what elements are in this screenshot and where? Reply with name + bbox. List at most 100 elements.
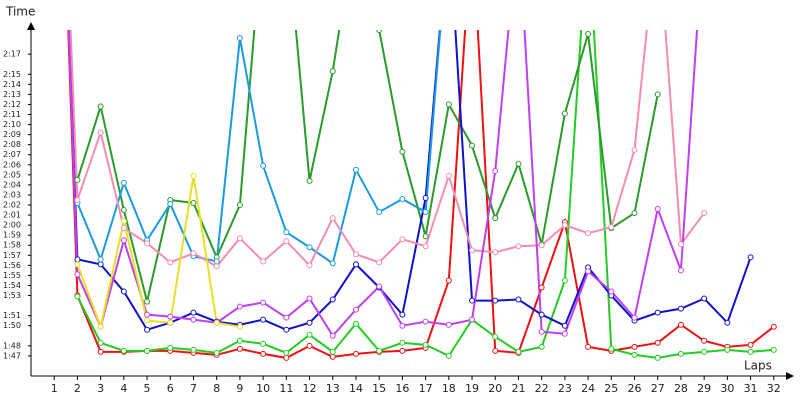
data-point — [445, 101, 452, 108]
data-point — [376, 259, 383, 266]
data-point — [747, 341, 754, 348]
y-tick-label: 1:48 — [3, 341, 21, 350]
data-point — [120, 179, 127, 186]
data-point — [608, 345, 615, 352]
data-point — [538, 311, 545, 318]
data-point — [352, 306, 359, 313]
data-point — [306, 342, 313, 349]
y-tick-label: 1:51 — [3, 311, 21, 320]
data-point — [399, 311, 406, 318]
y-axis-label: Time — [5, 5, 35, 19]
data-point — [376, 209, 383, 216]
y-tick-label: 2:13 — [3, 90, 21, 99]
data-point — [585, 268, 592, 275]
data-point — [120, 207, 127, 214]
y-tick-label: 2:01 — [3, 211, 21, 220]
data-point — [399, 322, 406, 329]
data-point — [283, 314, 290, 321]
data-point — [747, 348, 754, 355]
data-point — [654, 339, 661, 346]
data-point — [469, 297, 476, 304]
x-tick-label: 29 — [697, 382, 711, 395]
data-point — [631, 343, 638, 350]
data-point — [770, 323, 777, 330]
data-point — [352, 166, 359, 173]
data-point — [329, 348, 336, 355]
data-point — [190, 316, 197, 323]
x-tick-label: 11 — [279, 382, 293, 395]
data-point — [97, 129, 104, 136]
data-point — [492, 249, 499, 256]
data-point — [190, 309, 197, 316]
x-tick-label: 9 — [236, 382, 243, 395]
data-point — [236, 345, 243, 352]
data-point — [260, 350, 267, 357]
data-point — [352, 350, 359, 357]
data-point — [97, 261, 104, 268]
data-point — [306, 319, 313, 326]
data-point — [97, 348, 104, 355]
data-point — [654, 354, 661, 361]
data-point — [631, 146, 638, 153]
data-point — [144, 311, 151, 318]
data-point — [445, 352, 452, 359]
y-tick-label: 1:56 — [3, 261, 21, 270]
data-point — [770, 346, 777, 353]
data-point — [585, 230, 592, 237]
data-point — [213, 349, 220, 356]
x-tick-label: 8 — [213, 382, 220, 395]
data-point — [190, 250, 197, 257]
series-line — [76, 30, 659, 302]
data-point — [376, 347, 383, 354]
data-point — [538, 284, 545, 291]
data-point — [97, 256, 104, 263]
data-point — [654, 91, 661, 98]
data-point — [492, 297, 499, 304]
data-point — [515, 296, 522, 303]
x-tick-label: 31 — [744, 382, 758, 395]
x-axis-label: Laps — [744, 359, 772, 373]
data-point — [492, 333, 499, 340]
x-tick-label: 21 — [511, 382, 525, 395]
x-tick-label: 13 — [326, 382, 340, 395]
data-point — [724, 319, 731, 326]
plot-area — [67, 30, 777, 361]
x-tick-label: 25 — [604, 382, 618, 395]
data-point — [561, 322, 568, 329]
data-point — [654, 309, 661, 316]
x-tick-label: 10 — [256, 382, 270, 395]
data-point — [677, 267, 684, 274]
x-tick-label: 27 — [651, 382, 665, 395]
data-point — [677, 241, 684, 248]
x-tick-label: 24 — [581, 382, 595, 395]
data-point — [144, 298, 151, 305]
data-point — [306, 331, 313, 338]
data-point — [561, 222, 568, 229]
data-point — [561, 277, 568, 284]
data-point — [329, 332, 336, 339]
y-tick-label: 2:14 — [3, 80, 21, 89]
data-point — [631, 351, 638, 358]
data-point — [445, 277, 452, 284]
y-tick-label: 2:06 — [3, 160, 21, 169]
y-tick-label: 1:58 — [3, 241, 21, 250]
data-point — [120, 288, 127, 295]
data-point — [213, 319, 220, 326]
data-point — [167, 201, 174, 208]
x-tick-label: 2 — [74, 382, 81, 395]
data-point — [283, 354, 290, 361]
series-line — [68, 30, 752, 331]
x-tick-label: 18 — [442, 382, 456, 395]
data-point — [329, 296, 336, 303]
data-point — [492, 167, 499, 174]
data-point — [585, 343, 592, 350]
data-point — [701, 210, 708, 217]
data-point — [492, 347, 499, 354]
data-point — [469, 247, 476, 254]
data-point — [167, 319, 174, 326]
y-tick-label: 2:12 — [3, 100, 21, 109]
data-point — [306, 295, 313, 302]
data-point — [213, 258, 220, 265]
data-point — [120, 225, 127, 232]
series-line — [67, 30, 775, 359]
